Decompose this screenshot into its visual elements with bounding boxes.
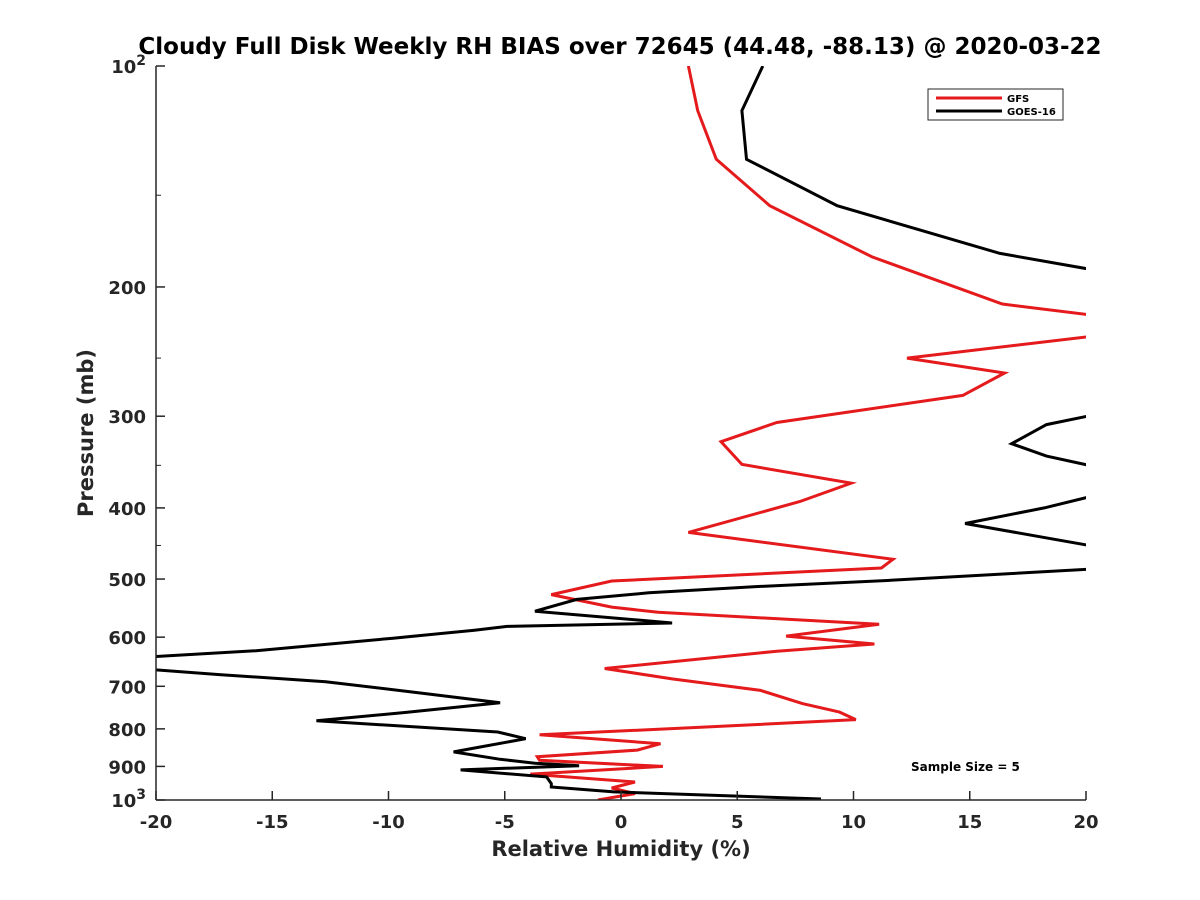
y-tick-label: 200	[108, 278, 146, 299]
y-tick-label: 900	[108, 757, 146, 778]
x-tick-label: 15	[957, 812, 982, 833]
legend-label: GFS	[1007, 94, 1029, 105]
sample-size-annotation: Sample Size = 5	[911, 760, 1020, 774]
series-line-gfs	[530, 66, 1086, 800]
x-tick-label: 0	[615, 812, 628, 833]
y-tick-label: 102	[111, 53, 146, 78]
y-tick-label: 700	[108, 677, 146, 698]
x-tick-label: 20	[1073, 812, 1098, 833]
x-tick-label: 10	[841, 812, 866, 833]
y-tick-label: 600	[108, 628, 146, 649]
y-tick-label: 300	[108, 407, 146, 428]
legend-label: GOES-16	[1007, 107, 1056, 118]
y-tick-label: 800	[108, 720, 146, 741]
y-tick-label: 500	[108, 570, 146, 591]
legend: GFS GOES-16	[927, 88, 1064, 121]
x-tick-label: -20	[140, 812, 173, 833]
x-tick-label: 5	[731, 812, 744, 833]
x-axis-label: Relative Humidity (%)	[491, 837, 750, 861]
x-tick-label: -10	[372, 812, 405, 833]
y-ticks: 102 200 300 400 500 600 700 800 900 103	[108, 53, 165, 812]
y-axis-label: Pressure (mb)	[74, 349, 98, 517]
series-layer	[156, 66, 1086, 800]
legend-box	[927, 88, 1064, 121]
axes-layer	[155, 66, 1086, 801]
series-line-goes-16	[156, 66, 1086, 800]
x-tick-label: -15	[256, 812, 289, 833]
x-ticks: -20 -15 -10 -5 0 5 10 15 20	[140, 791, 1099, 833]
chart-title: Cloudy Full Disk Weekly RH BIAS over 726…	[138, 34, 1101, 60]
x-tick-label: -5	[495, 812, 515, 833]
y-tick-label: 103	[111, 787, 146, 812]
y-tick-label: 400	[108, 499, 146, 520]
